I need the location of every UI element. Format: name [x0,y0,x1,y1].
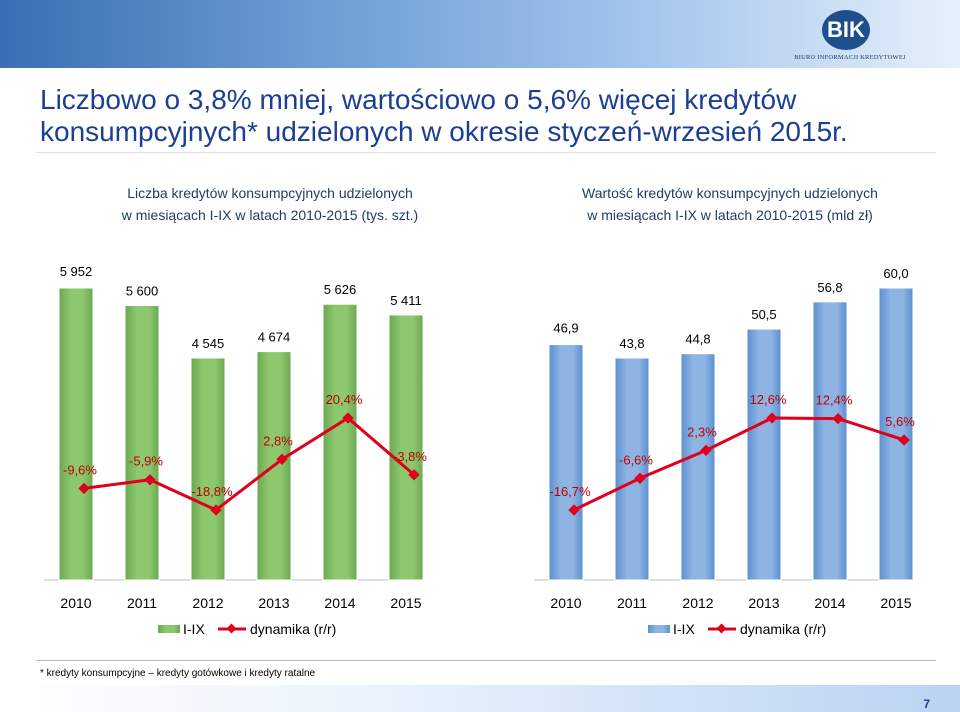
x-tick-label: 2010 [60,595,91,611]
dynamics-point [408,469,420,481]
bar-value-label: 5 626 [324,282,357,297]
x-tick-label: 2015 [880,595,911,611]
title-divider [36,152,936,153]
footnote: * kredyty konsumpcyjne – kredyty gotówko… [40,668,316,679]
left-chart-subtitle: Liczba kredytów konsumpcyjnych udzielony… [40,182,500,226]
footer-band [0,685,960,712]
legend-line-marker [716,623,727,634]
right-chart: 46,9 2010 43,8 2011 44,8 2012 50,5 2013 56,8 2014… [534,266,915,637]
left-subtitle-line2: w miesiącach I-IX w latach 2010-2015 (ty… [121,207,419,223]
bar-2015 [388,314,424,581]
bar-2012 [680,353,716,581]
dynamics-line [83,416,415,512]
x-tick-label: 2013 [748,595,779,611]
bar-value-label: 4 545 [192,336,225,351]
bar-2011 [614,357,650,581]
legend-line-label: dynamika (r/r) [250,621,336,637]
page-title: Liczbowo o 3,8% mniej, wartościowo o 5,6… [40,84,848,147]
footnote-divider [36,660,936,661]
dynamics-point [898,434,910,446]
dynamics-label: -16,7% [549,484,591,499]
legend: I-IX dynamika (r/r) [648,621,826,637]
x-tick-label: 2015 [390,595,421,611]
legend-bar-swatch [158,625,180,633]
x-tick-label: 2011 [127,595,157,611]
x-tick-label: 2014 [324,595,355,611]
legend-line-marker [226,623,237,634]
x-tick-label: 2013 [258,595,289,611]
legend-bar-label: I-IX [673,621,695,637]
bik-logo: BIK BIURO INFORMACJI KREDYTOWEJ [790,10,910,68]
dynamics-label: 20,4% [326,392,363,407]
legend-line-label: dynamika (r/r) [740,621,826,637]
bar-2010 [548,344,584,581]
dynamics-label: -18,8% [191,484,233,499]
x-tick-label: 2012 [682,595,713,611]
bar-2014 [322,303,358,581]
header-band [0,0,960,68]
dynamics-point [700,444,712,456]
dynamics-label: -6,6% [619,452,653,467]
dynamics-label: -3,8% [393,449,427,464]
bar-value-label: 50,5 [751,307,776,322]
dynamics-point [342,412,354,424]
legend-bar-swatch [648,625,670,633]
left-chart: 5 952 2010 5 600 2011 4 545 2012 4 674 2013 5 62… [44,264,427,637]
dynamics-label: 2,8% [263,433,293,448]
dynamics-point [766,412,778,424]
bar-2010 [58,287,94,581]
logo-mark: BIK [822,10,870,50]
dynamics-label: 5,6% [885,414,915,429]
right-subtitle-line1: Wartość kredytów konsumpcyjnych udzielon… [582,185,878,201]
dynamics-label: -9,6% [63,462,97,477]
bar-value-label: 4 674 [258,330,291,345]
bar-2012 [190,357,226,581]
bar-2014 [812,301,848,581]
dynamics-label: 12,6% [750,392,787,407]
bar-2013 [746,328,782,581]
bar-value-label: 44,8 [685,332,710,347]
bar-value-label: 5 952 [60,264,93,279]
legend: I-IX dynamika (r/r) [158,621,336,637]
dynamics-label: 12,4% [816,393,853,408]
x-tick-label: 2010 [550,595,581,611]
x-tick-label: 2011 [617,595,647,611]
bar-2011 [124,305,160,581]
dynamics-point [210,504,222,516]
bar-value-label: 5 411 [390,293,422,308]
bar-value-label: 56,8 [817,280,842,295]
dynamics-point [832,412,844,425]
page-number: 7 [923,697,930,711]
right-chart-subtitle: Wartość kredytów konsumpcyjnych udzielon… [500,182,960,226]
bar-value-label: 46,9 [553,321,578,336]
bar-value-label: 60,0 [883,266,908,281]
dynamics-label: -5,9% [129,454,163,469]
bar-value-label: 5 600 [126,284,159,299]
dynamics-label: 2,3% [687,424,717,439]
dynamics-line [573,416,905,512]
logo-subtext: BIURO INFORMACJI KREDYTOWEJ [794,54,906,61]
left-subtitle-line1: Liczba kredytów konsumpcyjnych udzielony… [127,185,413,201]
legend-bar-label: I-IX [183,621,205,637]
dynamics-point [276,453,288,465]
right-subtitle-line2: w miesiącach I-IX w latach 2010-2015 (ml… [587,207,873,223]
x-tick-label: 2014 [814,595,845,611]
x-tick-label: 2012 [192,595,223,611]
dynamics-point [78,482,90,495]
bar-value-label: 43,8 [619,336,644,351]
